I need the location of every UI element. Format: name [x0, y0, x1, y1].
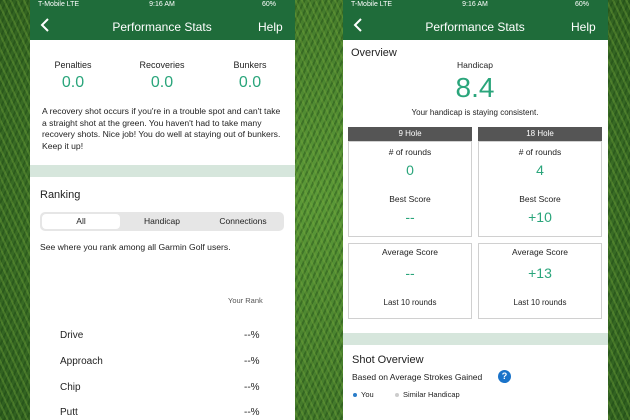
back-button[interactable] — [353, 18, 363, 32]
tab[interactable]: Handicap — [144, 216, 180, 226]
stat-label: # of rounds — [388, 147, 432, 157]
column-header: 18 Hole — [478, 127, 602, 141]
back-button[interactable] — [40, 18, 50, 32]
battery: 60% — [575, 1, 590, 8]
tab[interactable]: Connections — [219, 216, 267, 226]
stat-label: Average Score — [381, 247, 439, 257]
separator — [30, 165, 295, 177]
rank-label: Putt — [60, 407, 78, 418]
column-header: 9 Hole — [348, 127, 472, 141]
stat-label: Best Score — [519, 194, 561, 204]
legend-dot — [353, 393, 357, 397]
legend-dot — [395, 393, 399, 397]
stat-label: Best Score — [389, 194, 431, 204]
legend-label: You — [361, 390, 374, 399]
header-title: Performance Stats — [425, 20, 525, 34]
rank-label: Chip — [60, 382, 81, 393]
stat-label: Recoveries — [139, 60, 185, 70]
rank-value: --% — [244, 382, 260, 393]
separator — [343, 333, 608, 345]
left-phone: T-Mobile LTE 9:16 AM 60% Performance Sta… — [30, 0, 295, 420]
handicap-label: Handicap — [457, 60, 493, 70]
stat-label: Average Score — [511, 247, 569, 257]
stat-card — [348, 141, 472, 237]
rank-label: Approach — [60, 356, 103, 367]
ranking-note: See where you rank among all Garmin Golf… — [40, 242, 231, 252]
selected-tab-bg — [42, 214, 120, 229]
stat-card — [478, 141, 602, 237]
section-title: Shot Overview — [352, 354, 424, 366]
help-link[interactable]: Help — [571, 20, 596, 34]
info-icon[interactable]: ? — [498, 370, 511, 383]
rank-value: --% — [244, 356, 260, 367]
legend-label: Similar Handicap — [403, 390, 460, 399]
stat-value: -- — [405, 209, 415, 225]
stat-value: 0.0 — [238, 74, 262, 91]
tab[interactable]: All — [76, 216, 86, 226]
carrier: T-Mobile LTE — [38, 1, 80, 8]
stat-value: +13 — [528, 265, 552, 281]
segmented-control: All Handicap Connections — [40, 212, 284, 231]
stat-value: 0.0 — [61, 74, 85, 91]
app-header: T-Mobile LTE 9:16 AM 60% Performance Sta… — [343, 0, 608, 40]
right-phone: T-Mobile LTE 9:16 AM 60% Performance Sta… — [343, 0, 608, 420]
stat-value: 4 — [536, 162, 544, 178]
section-title: Ranking — [40, 189, 81, 201]
help-link[interactable]: Help — [258, 20, 283, 34]
time: 9:16 AM — [149, 1, 175, 8]
rank-label: Drive — [60, 330, 84, 341]
description: A recovery shot occurs if you're in a tr… — [42, 106, 281, 151]
section-title: Overview — [351, 47, 397, 59]
carrier: T-Mobile LTE — [351, 1, 393, 8]
rank-value: --% — [244, 407, 260, 418]
handicap-value: 8.4 — [455, 72, 495, 103]
column-header: Your Rank — [228, 296, 263, 305]
stat-value: -- — [405, 265, 415, 281]
stat-value: +10 — [528, 209, 552, 225]
stat-label: # of rounds — [518, 147, 562, 157]
handicap-note: Your handicap is staying consistent. — [411, 108, 539, 117]
rank-value: --% — [244, 330, 260, 341]
subtitle: Based on Average Strokes Gained — [352, 372, 483, 382]
stat-label: Penalties — [54, 60, 92, 70]
time: 9:16 AM — [462, 1, 488, 8]
stat-note: Last 10 rounds — [513, 298, 567, 307]
stat-card — [478, 243, 602, 319]
app-header: T-Mobile LTE 9:16 AM 60% Performance Sta… — [30, 0, 295, 40]
battery: 60% — [262, 1, 277, 8]
stat-card — [348, 243, 472, 319]
stat-note: Last 10 rounds — [383, 298, 437, 307]
header-title: Performance Stats — [112, 20, 212, 34]
stat-label: Bunkers — [233, 60, 267, 70]
stat-value: 0 — [406, 162, 414, 178]
stat-value: 0.0 — [150, 74, 174, 91]
